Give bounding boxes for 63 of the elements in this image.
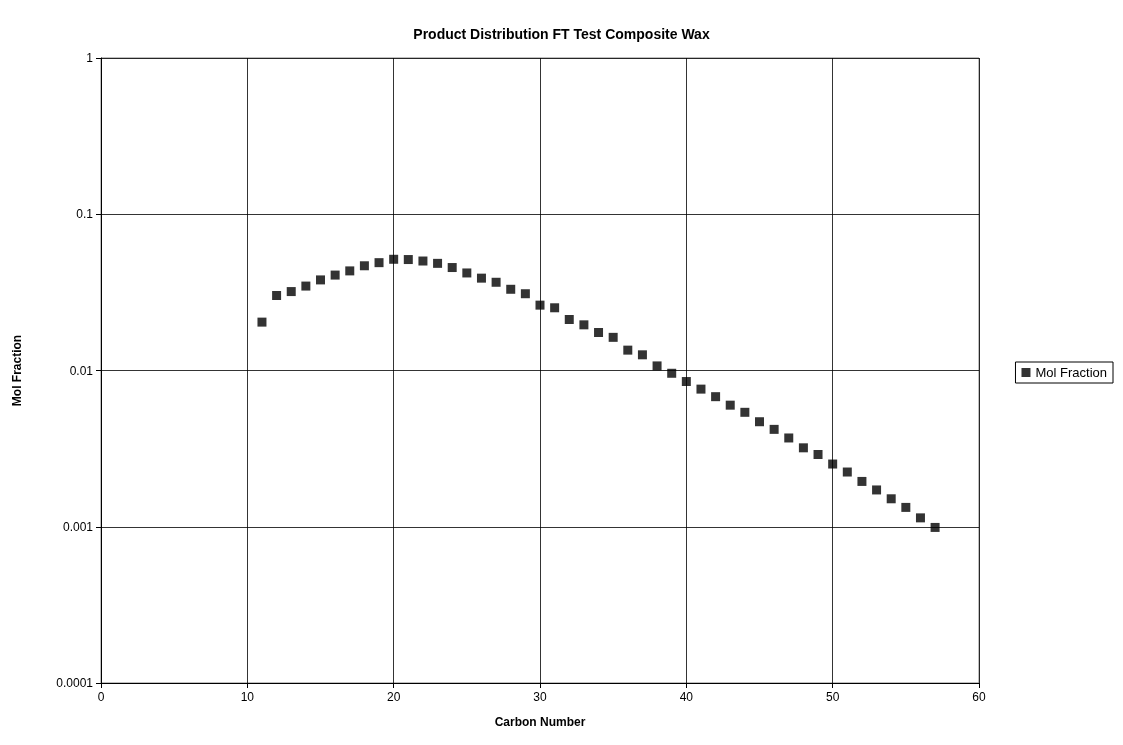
point xyxy=(491,277,501,287)
point xyxy=(637,350,647,360)
point xyxy=(696,384,706,394)
point xyxy=(667,368,677,378)
point xyxy=(345,266,355,276)
point xyxy=(520,289,530,299)
point xyxy=(286,287,296,297)
point xyxy=(359,261,369,271)
point xyxy=(462,268,472,278)
chart-title: Product Distribution FT Test Composite Wax xyxy=(413,26,710,42)
point xyxy=(872,485,882,495)
point xyxy=(652,361,662,371)
x-tick-label: 10 xyxy=(240,690,255,704)
point xyxy=(740,407,750,417)
y-axis-title: Mol Fraction xyxy=(10,334,24,407)
point xyxy=(330,270,340,280)
y-tick-label: 0.01 xyxy=(69,363,94,378)
point xyxy=(550,303,560,313)
point xyxy=(608,332,618,342)
point xyxy=(886,494,896,504)
x-tick-label: 30 xyxy=(533,690,547,704)
point xyxy=(813,450,823,459)
point xyxy=(755,417,764,427)
point xyxy=(389,254,399,264)
point xyxy=(784,433,794,443)
x-tick-label: 40 xyxy=(679,690,694,704)
point xyxy=(915,513,925,523)
point xyxy=(506,284,516,294)
point xyxy=(447,263,457,273)
point xyxy=(374,258,384,268)
point xyxy=(769,424,779,434)
point xyxy=(594,328,604,338)
point xyxy=(930,522,940,532)
point xyxy=(403,255,413,265)
point xyxy=(301,281,311,291)
point xyxy=(725,400,735,410)
x-tick-label: 0 xyxy=(97,690,105,704)
legend-label: Mol Fraction xyxy=(1035,365,1108,380)
x-tick-label: 50 xyxy=(825,690,840,704)
point xyxy=(828,459,838,469)
y-tick-label: 0.001 xyxy=(62,519,94,534)
point xyxy=(623,345,633,355)
point xyxy=(564,315,574,325)
point xyxy=(418,256,428,266)
x-tick-label: 20 xyxy=(386,690,401,704)
y-tick-label: 0.0001 xyxy=(56,676,94,690)
point xyxy=(433,258,443,268)
point xyxy=(798,443,808,453)
point xyxy=(316,275,325,285)
point xyxy=(857,476,867,486)
y-tick-label: 1 xyxy=(86,51,94,65)
x-axis-title: Carbon Number xyxy=(494,715,586,729)
point xyxy=(476,273,486,283)
x-tick-label: 60 xyxy=(972,690,986,704)
point xyxy=(272,291,282,300)
point xyxy=(842,467,852,477)
point xyxy=(711,392,721,402)
point xyxy=(579,320,589,330)
point xyxy=(681,377,691,387)
y-tick-label: 0.1 xyxy=(76,207,94,222)
point xyxy=(257,317,267,327)
point xyxy=(535,300,545,310)
point xyxy=(901,502,911,512)
